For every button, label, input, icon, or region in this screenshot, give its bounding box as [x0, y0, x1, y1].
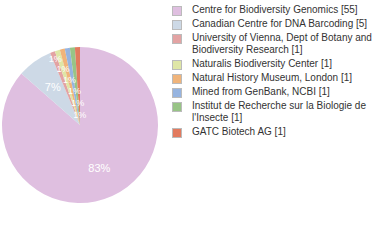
html-text:Centre for Biodiversity Genomi: Centre for Biodiversity Genomics [55] — [192, 4, 358, 15]
svg-text:1%: 1% — [68, 86, 81, 96]
html-text:Canadian Centre for DNA Barcod: Canadian Centre for DNA Barcoding [5] — [192, 18, 368, 29]
html-text:Institut de Recherche sur la B: Institut de Recherche sur la Biologie de… — [192, 100, 366, 123]
html-text:Mined from GenBank, NCBI [1]: Mined from GenBank, NCBI [1] — [192, 86, 330, 97]
svg-text:1%: 1% — [57, 64, 70, 74]
svg-text:1%: 1% — [71, 98, 84, 108]
html-text:GATC Biotech AG [1]: GATC Biotech AG [1] — [192, 126, 286, 137]
svg-text:1%: 1% — [49, 54, 62, 64]
svg-text:83%: 83% — [88, 162, 110, 174]
html-text:Natural History Museum, London: Natural History Museum, London [1] — [192, 72, 353, 83]
svg-text:1%: 1% — [73, 110, 86, 120]
html-text:University of Vienna, Dept of: University of Vienna, Dept of Botany and… — [192, 32, 372, 55]
svg-text:1%: 1% — [63, 75, 76, 85]
html-text:Naturalis Biodiversity Center: Naturalis Biodiversity Center [1] — [192, 58, 333, 69]
svg-text:7%: 7% — [45, 81, 61, 93]
